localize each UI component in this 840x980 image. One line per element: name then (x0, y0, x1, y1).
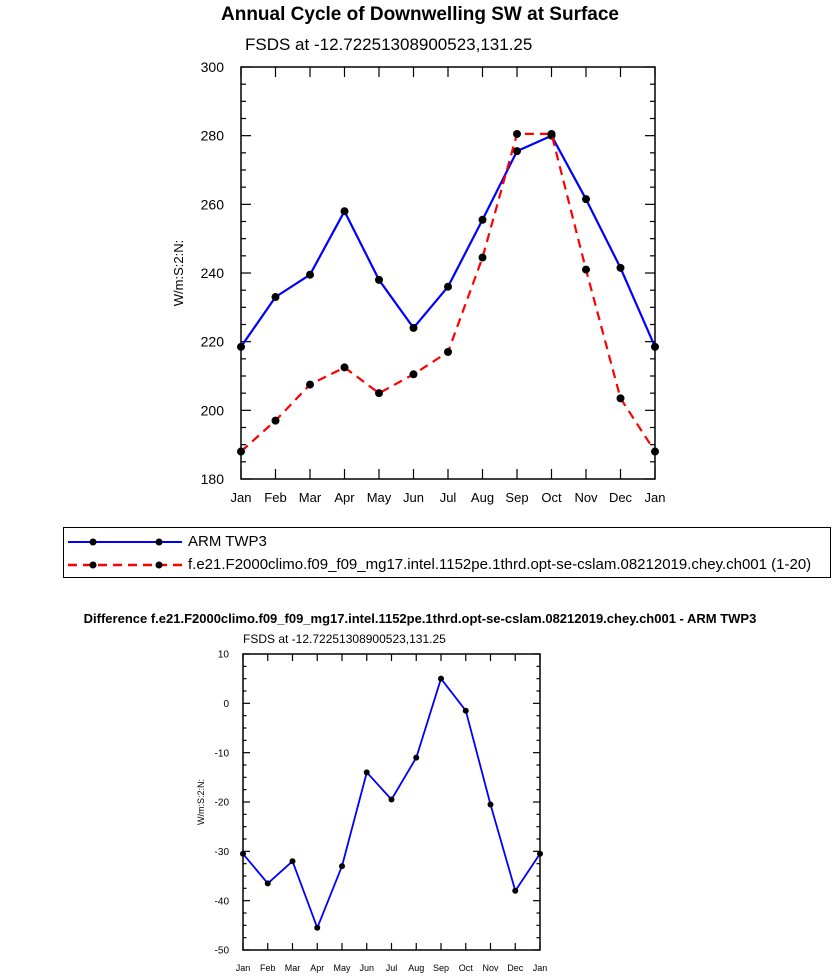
bottom-x-tick-label: Nov (482, 963, 499, 973)
top-y-tick-label: 200 (201, 402, 225, 418)
bottom-y-axis-label: W/m:S:2:N: (196, 779, 206, 825)
bottom-x-tick-label: May (333, 963, 351, 973)
top-series-line-0 (240, 134, 657, 348)
top-series-0-point (582, 195, 590, 204)
top-series-0-point (513, 147, 521, 156)
bottom-series-0-point (512, 887, 519, 894)
bottom-series-0-point (462, 707, 469, 714)
legend-entry-model: f.e21.F2000climo.f09_f09_mg17.intel.1152… (64, 554, 830, 576)
top-series-1-point (651, 447, 659, 456)
top-x-tick-label: Nov (574, 490, 598, 505)
bottom-y-tick-label: -20 (215, 798, 230, 809)
top-y-tick-label: 180 (201, 471, 225, 487)
bottom-y-tick-label: 10 (218, 650, 230, 661)
bottom-x-tick-label: Jul (386, 963, 398, 973)
top-series-0-point (444, 282, 452, 291)
bottom-x-tick-label: Dec (507, 963, 524, 973)
legend-swatch-arm (68, 538, 182, 546)
top-y-tick-label: 300 (201, 59, 225, 75)
bottom-y-tick-label: -10 (215, 748, 230, 759)
top-y-tick-label: 240 (201, 265, 225, 281)
top-plot-frame (240, 66, 656, 480)
top-x-tick-label: Feb (264, 490, 286, 505)
top-x-tick-label: Jan (645, 490, 666, 505)
bottom-x-tick-label: Aug (408, 963, 424, 973)
top-series-1-point (478, 253, 487, 262)
bottom-x-tick-label: Jun (359, 963, 374, 973)
top-series-1-point (271, 416, 280, 425)
bottom-x-tick-label: Sep (433, 963, 449, 973)
legend: ARM TWP3 f.e21.F2000climo.f09_f09_mg17.i… (63, 527, 831, 578)
bottom-series-0-point (240, 850, 246, 857)
top-y-tick-label: 220 (201, 334, 225, 350)
top-series-0-point (616, 263, 625, 272)
bottom-y-tick-label: -50 (215, 946, 230, 957)
top-series-1-point (375, 389, 383, 398)
top-y-axis-label: W/m:S:2:N: (171, 240, 186, 306)
top-series-1-point (547, 129, 556, 138)
bottom-series-0-point (264, 880, 271, 887)
bottom-y-tick-label: -40 (215, 896, 230, 907)
bottom-chart: -50 -40 -30 -20 -10 0 10 Jan Feb Mar Apr May Jun Jul A… (196, 650, 547, 973)
top-chart-subtitle: FSDS at -12.72251308900523,131.25 (245, 35, 533, 54)
top-series-1-point (409, 370, 418, 379)
top-x-tick-label: Sep (505, 490, 528, 505)
top-series-1-point (444, 347, 452, 356)
top-series-line-1 (240, 132, 656, 453)
legend-entry-arm: ARM TWP3 (64, 531, 830, 553)
top-series-0-point (271, 293, 280, 302)
top-series-0-point (409, 323, 418, 332)
bottom-x-tick-label: Apr (310, 963, 324, 973)
bottom-series-0-point (339, 863, 345, 870)
top-series-1-point (340, 363, 349, 372)
top-x-tick-label: Jan (231, 490, 252, 505)
legend-label-arm: ARM TWP3 (188, 533, 267, 550)
main-chart-title: Annual Cycle of Downwelling SW at Surfac… (221, 4, 619, 25)
top-x-tick-label: Apr (334, 490, 355, 505)
top-series-1-point (582, 265, 590, 274)
bottom-x-tick-label: Mar (285, 963, 301, 973)
top-series-0-point (340, 207, 349, 216)
bottom-y-tick-label: -30 (215, 847, 230, 858)
bottom-series-0-point (363, 769, 370, 776)
top-series-1-point (513, 129, 521, 138)
bottom-x-tick-label: Oct (459, 963, 474, 973)
bottom-series-line-0 (242, 677, 541, 929)
bottom-x-tick-label: Feb (260, 963, 276, 973)
top-x-tick-label: May (367, 490, 392, 505)
top-x-tick-label: Dec (609, 490, 633, 505)
bottom-series-0-point (537, 850, 543, 857)
top-series-0-point (237, 342, 245, 351)
top-series-1-point (237, 447, 245, 456)
bottom-x-tick-label: Jan (533, 963, 548, 973)
difference-chart-title: Difference f.e21.F2000climo.f09_f09_mg17… (83, 611, 757, 626)
top-series-1-point (306, 380, 314, 389)
top-x-tick-label: Aug (471, 490, 494, 505)
bottom-chart-subtitle: FSDS at -12.72251308900523,131.25 (243, 632, 446, 646)
top-y-tick-label: 260 (201, 196, 225, 212)
top-series-1-point (616, 394, 625, 403)
top-series-0-point (651, 342, 659, 351)
bottom-series-0-point (388, 796, 395, 803)
bottom-series-0-point (413, 754, 420, 761)
bottom-series-0-point (314, 924, 321, 931)
bottom-series-0-point (289, 858, 296, 865)
bottom-x-tick-label: Jan (236, 963, 251, 973)
top-x-tick-label: Jul (440, 490, 457, 505)
bottom-series-0-point (487, 801, 494, 808)
bottom-y-tick-label: 0 (223, 699, 229, 710)
legend-swatch-model (68, 561, 182, 569)
top-x-tick-label: Oct (541, 490, 562, 505)
top-chart: 180 200 220 240 260 280 300 Jan Feb Mar Apr May Jun J… (171, 59, 665, 505)
legend-label-model: f.e21.F2000climo.f09_f09_mg17.intel.1152… (188, 556, 812, 573)
top-series-0-point (306, 270, 314, 279)
top-series-0-point (375, 275, 383, 284)
top-x-tick-label: Jun (403, 490, 424, 505)
bottom-series-0-point (438, 675, 444, 682)
top-x-tick-label: Mar (299, 490, 322, 505)
top-y-tick-label: 280 (201, 128, 225, 144)
top-series-0-point (478, 215, 487, 224)
